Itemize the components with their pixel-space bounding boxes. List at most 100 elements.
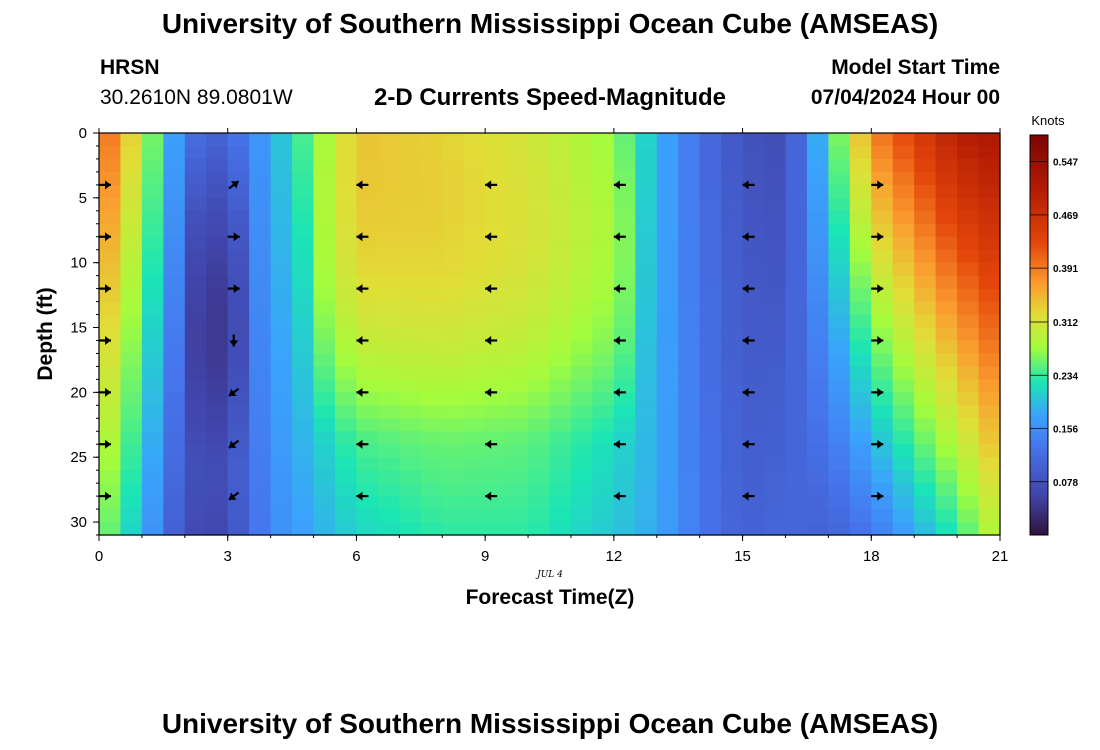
heatmap-cell: [764, 470, 787, 484]
heatmap-cell: [206, 392, 229, 406]
heatmap-cell: [399, 171, 422, 186]
heatmap-cell: [141, 327, 164, 342]
heatmap-cell: [377, 457, 400, 471]
heatmap-cell: [227, 457, 250, 471]
heatmap-cell: [849, 405, 872, 419]
heatmap-cell: [141, 522, 164, 536]
heatmap-cell: [270, 379, 293, 393]
heatmap-cell: [785, 210, 808, 225]
heatmap-cell: [141, 314, 164, 329]
heatmap-cell: [764, 249, 787, 264]
heatmap-cell: [313, 288, 336, 303]
heatmap-cell: [292, 262, 315, 277]
heatmap-cell: [806, 327, 829, 342]
heatmap-cell: [785, 457, 808, 471]
heatmap-cell: [270, 340, 293, 355]
heatmap-cell: [678, 340, 701, 355]
heatmap-cell: [99, 444, 122, 458]
heatmap-cell: [377, 236, 400, 251]
heatmap-cell: [184, 288, 207, 303]
heatmap-cell: [206, 418, 229, 432]
heatmap-cell: [635, 379, 658, 393]
heatmap-cell: [978, 470, 1001, 484]
heatmap-cell: [592, 210, 615, 225]
heatmap-cell: [270, 145, 293, 160]
heatmap-cell: [978, 418, 1001, 432]
heatmap-cell: [592, 405, 615, 419]
heatmap-cell: [528, 197, 551, 212]
heatmap-cell: [420, 288, 443, 303]
heatmap-cell: [613, 353, 636, 368]
heatmap-cell: [570, 133, 593, 147]
current-arrow-west: [485, 284, 498, 294]
heatmap-cell: [892, 522, 915, 536]
heatmap-cell: [592, 483, 615, 497]
heatmap-cell: [292, 301, 315, 316]
heatmap-cell: [420, 457, 443, 471]
heatmap-cell: [120, 327, 143, 342]
heatmap-cell: [914, 275, 937, 290]
heatmap-cell: [399, 158, 422, 173]
heatmap-cell: [656, 379, 679, 393]
heatmap-cell: [635, 171, 658, 186]
heatmap-cell: [549, 171, 572, 186]
heatmap-cell: [871, 158, 894, 173]
heatmap-cell: [506, 392, 529, 406]
heatmap-cell: [635, 470, 658, 484]
x-axis: 0 3 6 9 12 15 18 21: [95, 128, 1008, 565]
heatmap-cell: [356, 210, 379, 225]
heatmap-cell: [227, 509, 250, 523]
heatmap-cell: [678, 145, 701, 160]
heatmap-cell: [935, 184, 958, 199]
heatmap-cell: [249, 522, 272, 536]
heatmap-cell: [463, 275, 486, 290]
heatmap-cell: [742, 133, 765, 147]
x-tick-label: 15: [734, 548, 751, 565]
heatmap-cell: [635, 457, 658, 471]
heatmap-cell: [892, 379, 915, 393]
heatmap-cell: [678, 392, 701, 406]
heatmap-cell: [914, 392, 937, 406]
heatmap-cell: [892, 483, 915, 497]
heatmap-cell: [721, 496, 744, 510]
heatmap-cell: [377, 288, 400, 303]
heatmap-cell: [334, 210, 358, 225]
heatmap-cell: [442, 288, 465, 303]
heatmap-cell: [334, 327, 358, 342]
heatmap-cell: [141, 444, 164, 458]
heatmap-cell: [549, 223, 572, 238]
heatmap-cell: [957, 392, 980, 406]
heatmap-cell: [785, 236, 808, 251]
heatmap-cell: [849, 314, 872, 329]
heatmap-cell: [313, 509, 336, 523]
heatmap-cell: [313, 197, 336, 212]
heatmap-cell: [313, 275, 336, 290]
heatmap-cell: [506, 444, 529, 458]
heatmap-cell: [892, 340, 915, 355]
heatmap-cell: [699, 236, 722, 251]
heatmap-cell: [721, 483, 744, 497]
heatmap-cell: [292, 249, 315, 264]
current-arrow-east: [99, 387, 111, 397]
heatmap-cell: [721, 184, 744, 199]
heatmap-cell: [656, 418, 679, 432]
heatmap-cell: [678, 327, 701, 342]
heatmap-cell: [678, 379, 701, 393]
heatmap-cell: [785, 431, 808, 445]
heatmap-cell: [806, 405, 829, 419]
heatmap-cell: [420, 249, 443, 264]
heatmap-cell: [935, 133, 958, 147]
x-axis-label: Forecast Time(Z): [466, 586, 635, 609]
heatmap-cell: [957, 470, 980, 484]
heatmap-cell: [141, 210, 164, 225]
current-arrow-east: [99, 335, 111, 345]
heatmap-cell: [356, 509, 379, 523]
heatmap-cell: [442, 249, 465, 264]
heatmap-cell: [334, 249, 358, 264]
heatmap-cell: [978, 340, 1001, 355]
heatmap-cell: [334, 262, 358, 277]
heatmap-cell: [570, 197, 593, 212]
heatmap-cell: [549, 457, 572, 471]
heatmap-cell: [785, 444, 808, 458]
heatmap-cell: [742, 197, 765, 212]
